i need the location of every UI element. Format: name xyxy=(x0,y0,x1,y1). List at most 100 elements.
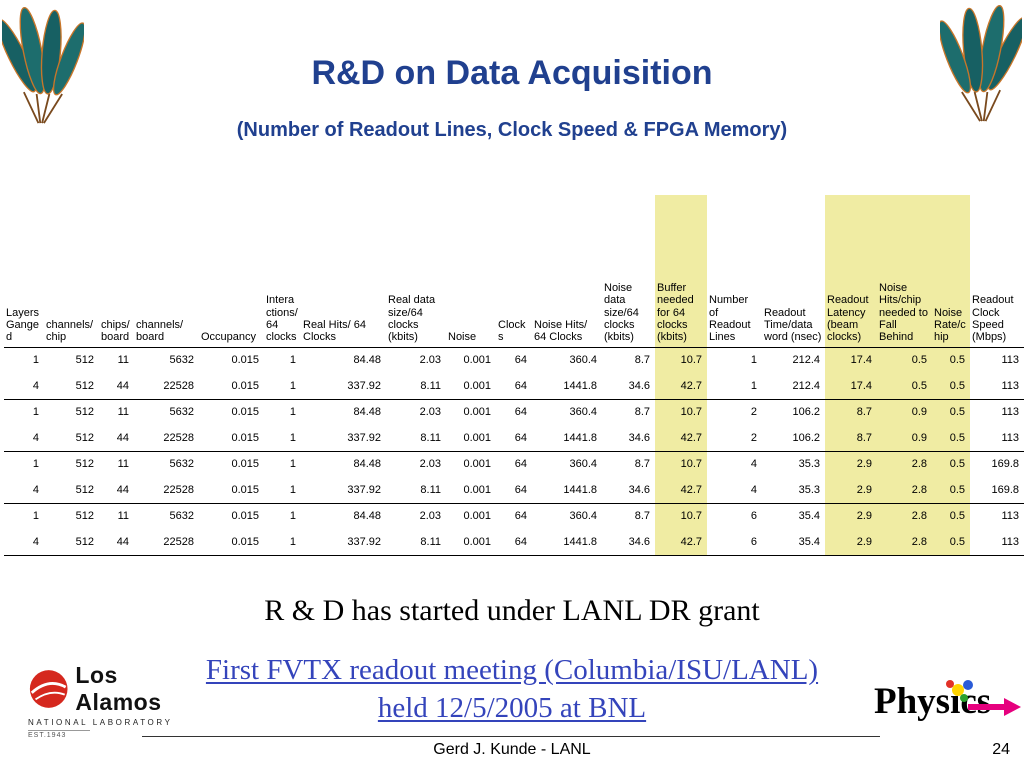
table-cell: 0.015 xyxy=(231,406,259,419)
table-cell: 34.6 xyxy=(628,431,650,444)
table-cell: 6 xyxy=(750,510,757,523)
physics-dots-arrow-icon xyxy=(946,680,1021,716)
table-cell: 84.48 xyxy=(353,458,381,471)
table-cell: 2.8 xyxy=(877,503,932,529)
table-cell: 17.4 xyxy=(825,373,877,399)
table-cell: 34.6 xyxy=(628,535,650,548)
table-cell: 0.015 xyxy=(231,458,259,471)
table-cell: 0.5 xyxy=(932,347,970,373)
table-cell: 64 xyxy=(514,510,527,523)
table-cell: 64 xyxy=(514,458,527,471)
table-cell: 113 xyxy=(1001,379,1019,392)
meeting-link[interactable]: First FVTX readout meeting (Columbia/ISU… xyxy=(0,652,1024,727)
table-cell: 1 xyxy=(289,458,296,471)
table-cell: 5632 xyxy=(169,406,194,419)
column-header: chips/board xyxy=(101,318,130,344)
table-row: 1 512 11 5632 0.015 1 84.48 2.03 0.001 64 360.4 8.7… xyxy=(4,347,1024,373)
table-cell: 84.48 xyxy=(353,406,381,419)
slide-title: R&D on Data Acquisition xyxy=(311,54,713,92)
table-cell: 11 xyxy=(117,458,129,471)
table-cell: 0.5 xyxy=(877,347,932,373)
table-cell: 512 xyxy=(75,431,94,444)
table-cell: 8.7 xyxy=(634,458,650,471)
table-cell: 0.5 xyxy=(932,425,970,451)
table-cell: 22528 xyxy=(163,431,194,444)
column-header: Noise Rate/chip xyxy=(932,195,970,347)
table-cell: 11 xyxy=(117,406,129,419)
table-cell: 5632 xyxy=(169,354,194,367)
table-cell: 8.7 xyxy=(825,425,877,451)
table-cell: 2.9 xyxy=(825,503,877,529)
table-cell: 0.001 xyxy=(463,379,491,392)
table-cell: 1 xyxy=(289,535,296,548)
table-cell: 512 xyxy=(75,458,94,471)
table-cell: 2.8 xyxy=(877,529,932,555)
table-cell: 4 xyxy=(32,483,39,496)
column-header: channels/ board xyxy=(136,318,184,344)
table-cell: 10.7 xyxy=(655,347,707,373)
table-cell: 4 xyxy=(32,535,39,548)
table-cell: 1 xyxy=(289,483,296,496)
table-cell: 0.5 xyxy=(932,477,970,503)
table-cell: 8.11 xyxy=(420,535,441,548)
table-cell: 2.03 xyxy=(419,406,441,419)
table-cell: 2.8 xyxy=(877,451,932,477)
table-cell: 0.015 xyxy=(231,431,259,444)
table-cell: 35.3 xyxy=(798,483,820,496)
table-cell: 64 xyxy=(514,379,527,392)
column-header: Readout Clock Speed (Mbps) xyxy=(972,294,1014,344)
table-cell: 10.7 xyxy=(655,399,707,425)
table-cell: 2.8 xyxy=(877,477,932,503)
table-cell: 1 xyxy=(32,406,39,419)
statement-text: R & D has started under LANL DR grant xyxy=(264,594,760,627)
table-cell: 512 xyxy=(75,379,94,392)
table-cell: 5632 xyxy=(169,458,194,471)
column-header: Interactions/ 64 clocks xyxy=(266,294,298,344)
table-cell: 8.7 xyxy=(825,399,877,425)
column-header: Readout Time/data word (nsec) xyxy=(764,306,822,344)
table-cell: 42.7 xyxy=(655,425,707,451)
table-cell: 1441.8 xyxy=(563,379,597,392)
table-cell: 84.48 xyxy=(353,354,381,367)
table-cell: 106.2 xyxy=(792,406,820,419)
table-cell: 0.5 xyxy=(932,373,970,399)
table-cell: 35.4 xyxy=(798,535,820,548)
table-cell: 44 xyxy=(116,431,129,444)
table-cell: 512 xyxy=(75,354,94,367)
table-cell: 113 xyxy=(1001,406,1019,419)
table-cell: 22528 xyxy=(163,379,194,392)
table-cell: 44 xyxy=(116,535,129,548)
table-cell: 1 xyxy=(750,379,757,392)
table-cell: 0.015 xyxy=(231,379,259,392)
table-cell: 8.7 xyxy=(634,406,650,419)
table-cell: 0.5 xyxy=(932,503,970,529)
table-cell: 1441.8 xyxy=(563,431,597,444)
table-row: 4 512 44 22528 0.015 1 337.92 8.11 0.001 64 1441.8… xyxy=(4,425,1024,451)
table-cell: 337.92 xyxy=(347,431,381,444)
meeting-line-2[interactable]: held 12/5/2005 at BNL xyxy=(377,691,647,724)
table-cell: 10.7 xyxy=(655,451,707,477)
table-cell: 22528 xyxy=(163,535,194,548)
table-cell: 2.9 xyxy=(825,451,877,477)
table-cell: 1 xyxy=(32,354,39,367)
table-cell: 337.92 xyxy=(347,535,381,548)
table-cell: 64 xyxy=(514,406,527,419)
table-cell: 8.7 xyxy=(634,354,650,367)
column-header: Noise data size/64 clocks (kbits) xyxy=(604,281,639,344)
table-cell: 64 xyxy=(514,354,527,367)
table-cell: 212.4 xyxy=(792,354,820,367)
table-cell: 1 xyxy=(32,458,39,471)
table-cell: 64 xyxy=(514,535,527,548)
decorative-fan-left-icon xyxy=(2,6,84,124)
table-cell: 337.92 xyxy=(347,379,381,392)
table-cell: 1 xyxy=(289,406,296,419)
table-cell: 8.11 xyxy=(420,379,441,392)
column-header: Occupancy xyxy=(201,331,257,344)
decorative-fan-right-icon xyxy=(940,4,1022,122)
table-cell: 360.4 xyxy=(569,406,597,419)
table-cell: 1 xyxy=(289,379,296,392)
column-header: Real data size/64 clocks (kbits) xyxy=(388,294,436,344)
meeting-line-1[interactable]: First FVTX readout meeting (Columbia/ISU… xyxy=(205,654,819,686)
table-row: 1 512 11 5632 0.015 1 84.48 2.03 0.001 64 360.4 8.7… xyxy=(4,399,1024,425)
